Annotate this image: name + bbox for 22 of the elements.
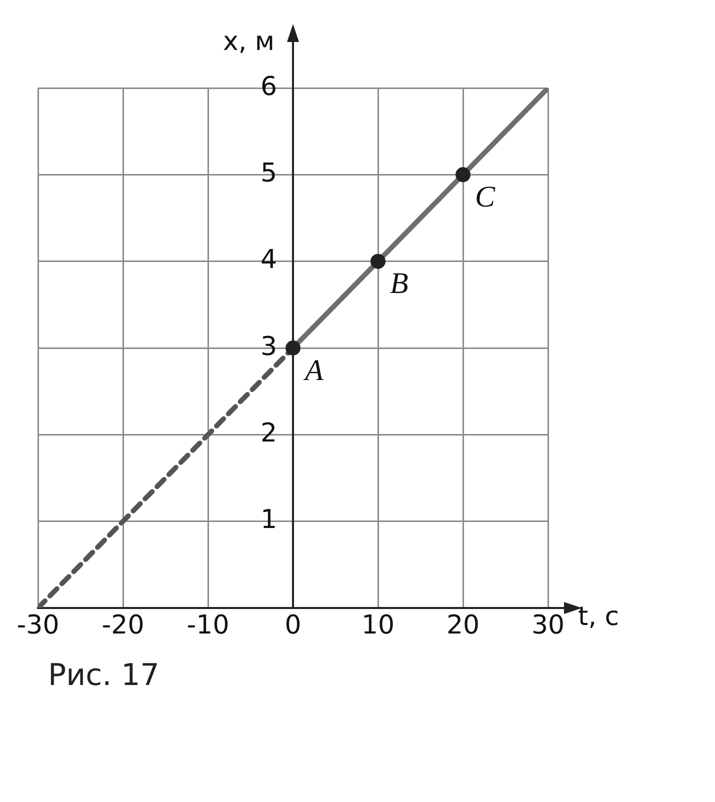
point bbox=[286, 340, 300, 356]
y-tick-label: 4 bbox=[260, 245, 277, 276]
point bbox=[370, 254, 386, 269]
y-tick-label: 2 bbox=[260, 418, 277, 448]
x-tick-label: -10 bbox=[186, 610, 230, 640]
annotation: C bbox=[475, 180, 496, 214]
x-tick-label: 20 bbox=[446, 610, 480, 640]
text: Рис. 17 bbox=[47, 657, 160, 695]
x-tick-label: -20 bbox=[102, 610, 144, 640]
y-tick-label: 1 bbox=[260, 505, 277, 536]
annotation: B bbox=[390, 267, 408, 300]
y-tick-label: 5 bbox=[260, 158, 277, 188]
x-axis-title: t, с bbox=[578, 602, 620, 632]
x-tick-label: 30 bbox=[531, 610, 565, 640]
x-tick-label: 10 bbox=[361, 610, 395, 640]
x-tick-label: -30 bbox=[16, 610, 60, 640]
annotation: A bbox=[303, 354, 324, 387]
y-tick-label: 6 bbox=[260, 72, 277, 102]
x-tick-label: 0 bbox=[284, 610, 302, 640]
y-tick-label: 3 bbox=[260, 332, 277, 362]
point bbox=[456, 167, 470, 182]
y-axis-title: x, м bbox=[223, 26, 275, 57]
